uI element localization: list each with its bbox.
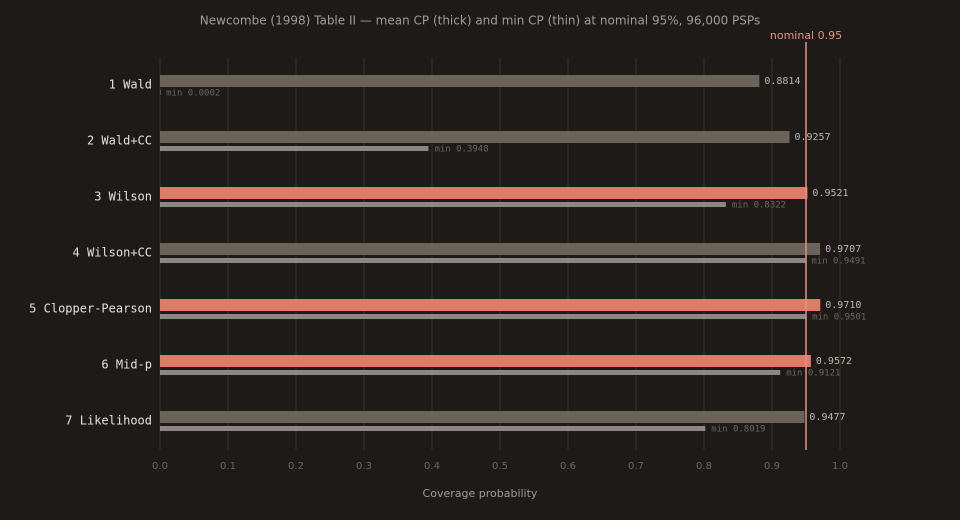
value-label: 0.9707	[825, 244, 861, 255]
min-bar	[160, 90, 161, 95]
value-label: 0.9572	[816, 356, 852, 367]
y-tick-label: 3 Wilson	[94, 190, 152, 204]
x-tick-label: 0.3	[356, 461, 372, 472]
x-tick-label: 0.7	[628, 461, 644, 472]
y-tick-label: 2 Wald+CC	[87, 134, 152, 148]
min-label: min 0.0002	[166, 89, 220, 99]
min-bar	[160, 426, 706, 431]
value-label: 0.9477	[809, 412, 845, 423]
reference-label: nominal 0.95	[770, 29, 842, 42]
x-tick-label: 0.9	[764, 461, 780, 472]
x-tick-label: 0.4	[424, 461, 440, 472]
value-label: 0.9521	[812, 188, 848, 199]
mean-bar	[160, 187, 808, 199]
y-tick-label: 6 Mid-p	[101, 358, 152, 372]
mean-bar	[160, 131, 790, 143]
mean-bar	[160, 355, 811, 367]
mean-bar	[160, 411, 805, 423]
y-tick-label: 5 Clopper-Pearson	[29, 302, 152, 316]
mean-bar	[160, 299, 821, 311]
x-tick-label: 0.1	[220, 461, 236, 472]
chart-title: Newcombe (1998) Table II — mean CP (thic…	[200, 14, 760, 28]
x-tick-label: 0.5	[492, 461, 508, 472]
min-bar	[160, 202, 726, 207]
min-label: min 0.8322	[732, 201, 786, 211]
x-tick-label: 0.8	[696, 461, 712, 472]
x-axis-label: Coverage probability	[423, 487, 538, 500]
value-label: 0.9710	[825, 300, 861, 311]
mean-bar	[160, 243, 821, 255]
value-label: 0.9257	[794, 132, 830, 143]
y-tick-label: 4 Wilson+CC	[73, 246, 152, 260]
min-label: min 0.9491	[811, 257, 865, 267]
y-tick-label: 1 Wald	[109, 78, 152, 92]
min-bar	[160, 146, 429, 151]
min-bar	[160, 370, 781, 375]
min-bar	[160, 314, 807, 319]
min-label: min 0.8019	[711, 425, 765, 435]
x-tick-label: 0.6	[560, 461, 576, 472]
value-label: 0.8814	[764, 76, 800, 87]
min-label: min 0.9121	[786, 369, 840, 379]
min-label: min 0.3948	[434, 145, 488, 155]
min-bar	[160, 258, 806, 263]
x-tick-label: 0.0	[152, 461, 168, 472]
x-tick-label: 1.0	[832, 461, 848, 472]
mean-bar	[160, 75, 760, 87]
x-tick-label: 0.2	[288, 461, 304, 472]
min-label: min 0.9501	[812, 313, 866, 323]
y-tick-label: 7 Likelihood	[65, 414, 152, 428]
